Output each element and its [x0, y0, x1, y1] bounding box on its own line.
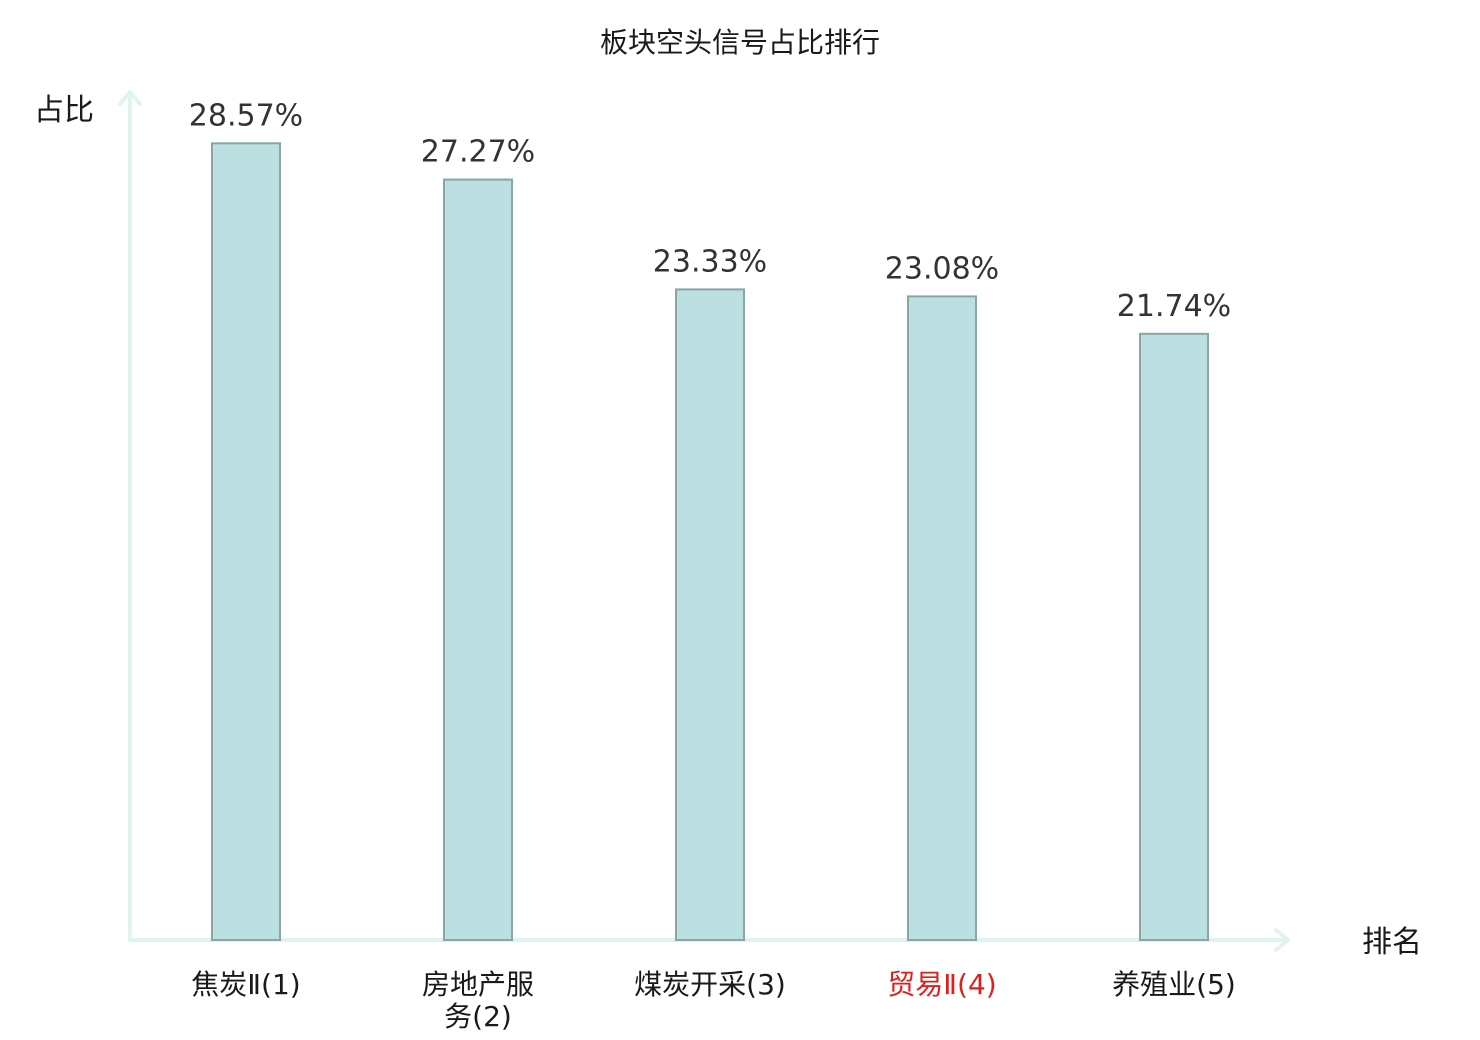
value-label-5: 21.74%	[1117, 289, 1231, 324]
category-label-5: 养殖业(5)	[1112, 968, 1236, 1001]
category-label-3: 煤炭开采(3)	[634, 968, 786, 1001]
bar-4	[907, 295, 977, 941]
value-label-1: 28.57%	[189, 98, 303, 133]
bar-2	[443, 178, 513, 942]
value-label-3: 23.33%	[653, 244, 767, 279]
x-axis-arrow	[1274, 928, 1290, 952]
category-label-4: 贸易Ⅱ(4)	[887, 968, 996, 1001]
chart-title: 板块空头信号占比排行	[600, 26, 880, 59]
bar-3	[675, 288, 745, 941]
bar-5	[1139, 332, 1209, 941]
y-axis-label: 占比	[34, 93, 94, 128]
value-labels-group: 28.57% 27.27% 23.33% 23.08% 21.74%	[189, 98, 1231, 323]
bar-1	[211, 142, 281, 942]
bars-group	[211, 142, 1209, 942]
category-label-2: 房地产服务(2)	[422, 968, 534, 1033]
category-label-1: 焦炭Ⅱ(1)	[191, 968, 300, 1001]
category-labels-group: 焦炭Ⅱ(1) 房地产服务(2) 煤炭开采(3) 贸易Ⅱ(4) 养殖业(5)	[191, 968, 1236, 1033]
value-label-4: 23.08%	[885, 251, 999, 286]
x-axis-label: 排名	[1362, 925, 1422, 960]
value-label-2: 27.27%	[421, 135, 535, 170]
